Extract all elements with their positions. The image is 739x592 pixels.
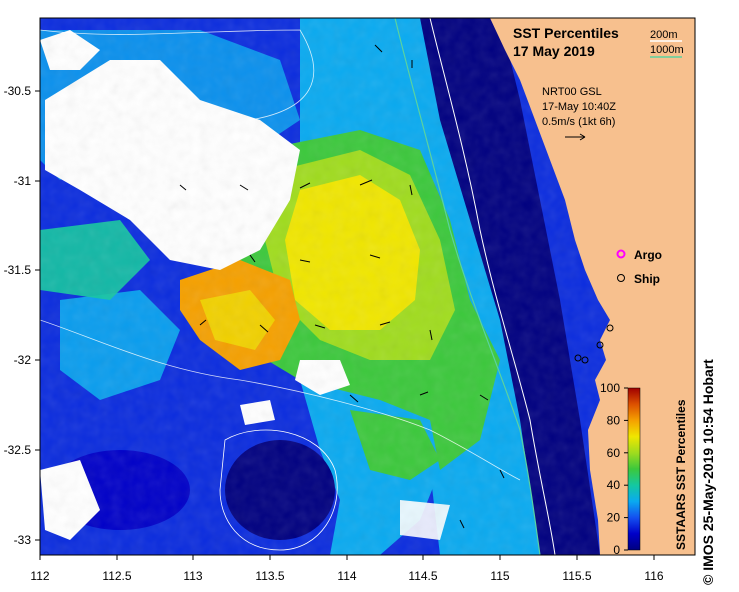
arrowhead-icon <box>579 133 586 141</box>
colorbar-tick-label: 80 <box>607 413 621 427</box>
lon-tick-label: 113 <box>183 569 202 583</box>
legend-200m-label: 200m <box>650 29 678 41</box>
ship-label: Ship <box>634 272 660 286</box>
lon-tick-label: 112 <box>30 569 49 583</box>
ship-marker-icon <box>617 274 625 282</box>
contour-1000m <box>394 18 541 555</box>
longitude-axis: 112 112.5 113 113.5 114 114.5 115 115.5 116 <box>30 555 664 583</box>
colorbar-tick-label: 60 <box>607 446 621 460</box>
current-vectors <box>179 44 505 529</box>
colorbar-tick-label: 40 <box>607 478 621 492</box>
latitude-axis: -30.5 -31 -31.5 -32 -32.5 -33 <box>4 84 40 547</box>
lon-tick-label: 116 <box>644 569 663 583</box>
current-scale: 0.5m/s (1kt 6h) <box>542 116 615 128</box>
argo-marker-icon <box>616 249 626 259</box>
colorbar-tick-label: 100 <box>600 381 620 395</box>
australia-land <box>490 18 695 555</box>
lat-tick-label: -31 <box>14 174 32 188</box>
lat-tick-label: -32.5 <box>4 443 32 457</box>
lat-tick-label: -32 <box>14 353 32 367</box>
colorbar-ticks: 100 80 60 40 20 0 <box>600 381 628 557</box>
lon-tick-label: 115.5 <box>562 569 591 583</box>
argo-label: Argo <box>634 248 662 262</box>
map-date: 17 May 2019 <box>513 43 595 59</box>
legend-1000m-label: 1000m <box>650 44 684 56</box>
lon-tick-label: 115 <box>490 569 509 583</box>
colorbar <box>627 387 641 551</box>
lat-tick-label: -30.5 <box>4 84 32 98</box>
colorbar-tick-label: 20 <box>607 511 621 525</box>
current-source: NRT00 GSL <box>542 86 602 98</box>
current-time: 17-May 10:40Z <box>542 101 616 113</box>
colorbar-tick-label: 0 <box>613 543 620 557</box>
lon-tick-label: 112.5 <box>102 569 131 583</box>
map-title: SST Percentiles <box>513 25 619 41</box>
colorbar-title: SSTAARS SST Percentiles <box>674 399 688 550</box>
imos-credit: © IMOS 25-May-2019 10:54 Hobart <box>700 359 716 585</box>
contour-200m <box>429 18 556 555</box>
lat-tick-label: -31.5 <box>4 263 32 277</box>
lat-tick-label: -33 <box>14 533 32 547</box>
lon-tick-label: 113.5 <box>255 569 284 583</box>
plot-frame <box>39 17 696 556</box>
lon-tick-label: 114 <box>337 569 356 583</box>
ship-markers <box>574 324 614 364</box>
lon-tick-label: 114.5 <box>408 569 437 583</box>
